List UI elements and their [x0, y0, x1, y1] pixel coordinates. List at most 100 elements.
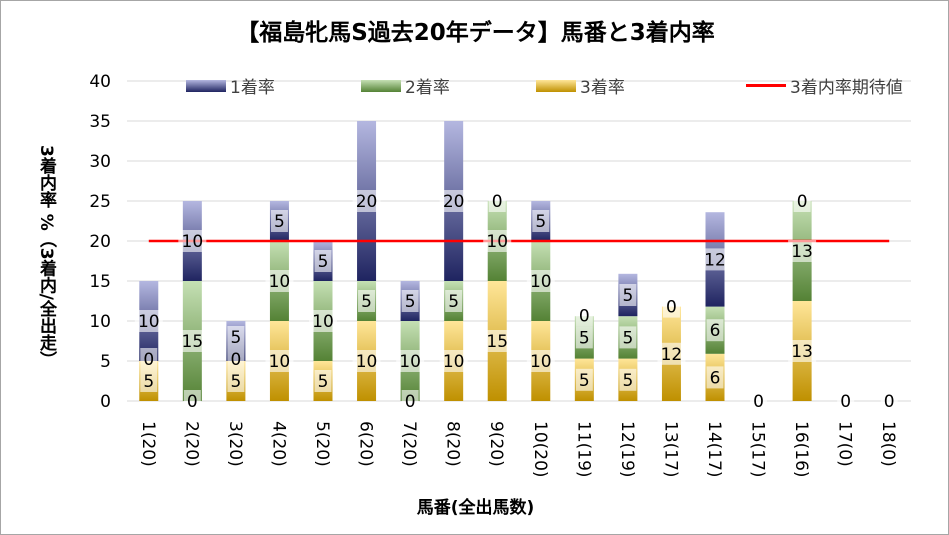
data-label: 13 [791, 342, 813, 362]
data-label: 15 [486, 332, 508, 352]
data-label: 0 [884, 392, 895, 412]
data-label-bg [750, 390, 768, 412]
data-label-bg [439, 350, 468, 372]
data-label: 6 [710, 368, 721, 388]
data-label-bg [439, 190, 468, 212]
data-label: 10 [399, 352, 421, 372]
data-label: 5 [143, 372, 154, 392]
data-label-bg [619, 284, 637, 306]
data-label: 10 [138, 312, 160, 332]
data-label: 10 [269, 272, 291, 292]
data-label: 6 [710, 321, 721, 341]
y-tick-label: 20 [89, 232, 111, 252]
x-tick-label: 5(20) [312, 421, 332, 467]
data-label-bg [837, 390, 855, 412]
y-tick-label: 25 [89, 192, 111, 212]
x-tick-label: 15(17) [748, 421, 768, 478]
data-label-bg [352, 350, 381, 372]
data-label-bg [401, 290, 419, 312]
legend-item-expected: 3着内率期待値 [746, 73, 921, 98]
data-label-bg [532, 210, 550, 232]
y-tick-label: 40 [89, 72, 111, 92]
data-label-bg [575, 368, 593, 391]
data-label: 10 [530, 272, 552, 292]
data-label-bg [619, 326, 637, 349]
data-label: 5 [230, 372, 241, 392]
y-tick-label: 10 [89, 312, 111, 332]
data-label: 0 [405, 392, 416, 412]
data-label: 0 [666, 298, 677, 318]
x-tick-label: 4(20) [268, 421, 288, 467]
data-label: 15 [182, 332, 204, 352]
data-label: 5 [535, 212, 546, 232]
x-tick-label: 2(20) [181, 421, 201, 467]
data-label-bg [662, 295, 680, 318]
y-tick-label: 5 [100, 352, 111, 372]
data-label: 12 [661, 345, 683, 365]
y-tick-label: 0 [100, 392, 111, 412]
data-label: 0 [840, 392, 851, 412]
data-label: 5 [622, 328, 633, 348]
y-tick-label: 30 [89, 152, 111, 172]
data-label: 13 [791, 242, 813, 262]
data-label: 10 [182, 232, 204, 252]
legend-label: 3着率 [580, 78, 625, 98]
x-tick-label: 6(20) [356, 421, 376, 467]
x-tick-label: 8(20) [443, 421, 463, 467]
data-label: 0 [753, 392, 764, 412]
data-label: 5 [579, 328, 590, 348]
y-axis-label: 3着内率 %（3着内/全出走） [36, 144, 56, 368]
x-axis-label: 馬番(全出馬数) [416, 498, 535, 518]
data-label: 5 [361, 292, 372, 312]
x-tick-label: 18(0) [878, 421, 898, 467]
data-label: 0 [579, 306, 590, 326]
data-label-bg [793, 190, 811, 212]
x-tick-label: 9(20) [486, 421, 506, 467]
data-label-bg [183, 390, 201, 412]
legend-item-2nd: 2着率 [361, 73, 536, 98]
data-label: 20 [443, 192, 465, 212]
data-label-bg [706, 319, 724, 342]
data-label-bg [483, 330, 512, 352]
data-label: 5 [230, 328, 241, 348]
data-label: 10 [443, 352, 465, 372]
data-label: 10 [486, 232, 508, 252]
data-label-bg [575, 326, 593, 349]
data-label-bg [526, 270, 555, 292]
x-tick-label: 11(19) [573, 421, 593, 478]
x-tick-label: 7(20) [399, 421, 419, 467]
x-tick-label: 10(20) [530, 421, 550, 478]
legend-swatch [361, 79, 401, 92]
data-label-bg [227, 370, 245, 392]
data-label: 10 [356, 352, 378, 372]
data-label: 0 [797, 192, 808, 212]
data-label-bg [526, 350, 555, 372]
x-tick-label: 14(17) [704, 421, 724, 478]
data-label-bg [880, 390, 898, 412]
legend-line [746, 84, 786, 87]
data-label-bg [227, 348, 245, 370]
data-label: 5 [405, 292, 416, 312]
legend: 1着率 2着率 3着率 3着内率期待値 [186, 73, 921, 98]
data-label: 10 [269, 352, 291, 372]
data-label: 20 [356, 192, 378, 212]
x-tick-label: 1(20) [138, 421, 158, 467]
legend-swatch [536, 79, 576, 92]
data-label-bg [140, 348, 158, 370]
data-label-bg [314, 370, 332, 392]
data-label: 5 [622, 371, 633, 391]
legend-label: 1着率 [230, 78, 275, 98]
legend-item-1st: 1着率 [186, 73, 361, 98]
x-tick-label: 16(16) [791, 421, 811, 478]
data-label-bg [619, 368, 637, 391]
data-label: 0 [143, 350, 154, 370]
data-label: 12 [704, 250, 726, 270]
data-label-bg [701, 248, 729, 271]
x-tick-label: 3(20) [225, 421, 245, 467]
legend-label: 3着内率期待値 [790, 78, 903, 98]
data-label-bg [657, 342, 686, 365]
data-label-bg [134, 310, 163, 332]
data-label: 0 [230, 350, 241, 370]
